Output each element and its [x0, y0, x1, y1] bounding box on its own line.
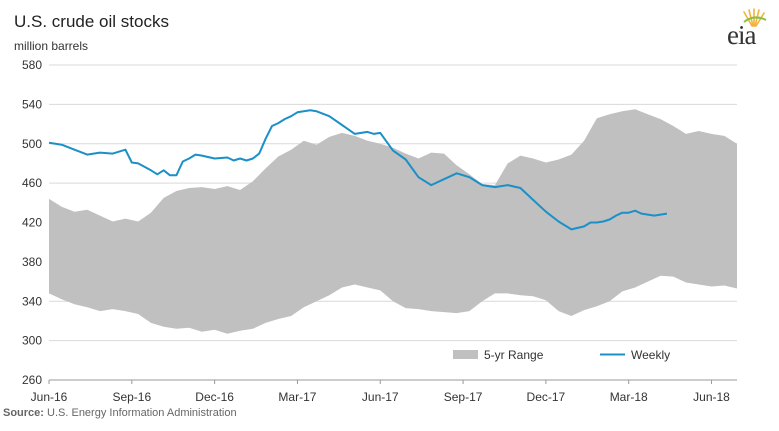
- source-label: Source:: [3, 407, 44, 419]
- y-unit-label: million barrels: [14, 39, 89, 53]
- x-tick-label: Jun-17: [362, 390, 399, 404]
- x-tick-label: Dec-17: [527, 390, 566, 404]
- y-tick-label: 340: [22, 294, 42, 308]
- x-tick-label: Mar-18: [610, 390, 648, 404]
- x-tick-labels: Jun-16 Sep-16 Dec-16 Mar-17 Jun-17 Sep-17 Dec-…: [31, 390, 731, 404]
- x-tick-label: Jun-18: [693, 390, 730, 404]
- legend-label-range: 5-yr Range: [484, 348, 544, 362]
- sunburst-icon: [743, 8, 767, 27]
- y-tick-labels: 260 300 340 380 420 460 500 540 580: [22, 58, 42, 387]
- chart-title: U.S. crude oil stocks: [14, 12, 169, 31]
- y-tick-label: 380: [22, 255, 42, 269]
- x-tick-label: Jun-16: [31, 390, 68, 404]
- x-tick-label: Sep-16: [112, 390, 151, 404]
- y-tick-label: 540: [22, 97, 42, 111]
- y-tick-label: 500: [22, 137, 42, 151]
- source-text: U.S. Energy Information Administration: [47, 407, 237, 419]
- y-tick-label: 580: [22, 58, 42, 72]
- legend-label-weekly: Weekly: [631, 348, 670, 362]
- axes: [48, 379, 737, 384]
- weekly-line-layer: [48, 109, 668, 231]
- y-tick-label: 300: [22, 334, 42, 348]
- y-tick-label: 460: [22, 176, 42, 190]
- legend-swatch-range: [453, 350, 478, 359]
- x-tick-label: Mar-17: [278, 390, 316, 404]
- weekly-line: [48, 109, 668, 231]
- range-band-layer: [49, 109, 737, 334]
- source-note: Source: U.S. Energy Information Administ…: [3, 407, 237, 419]
- x-tick-label: Sep-17: [444, 390, 483, 404]
- y-tick-label: 260: [22, 373, 42, 387]
- y-tick-label: 420: [22, 216, 42, 230]
- logo-text: eia: [727, 20, 757, 50]
- range-band: [49, 109, 737, 334]
- legend: 5-yr Range Weekly: [453, 348, 670, 362]
- eia-logo: eia: [722, 8, 774, 50]
- x-tick-label: Dec-16: [195, 390, 234, 404]
